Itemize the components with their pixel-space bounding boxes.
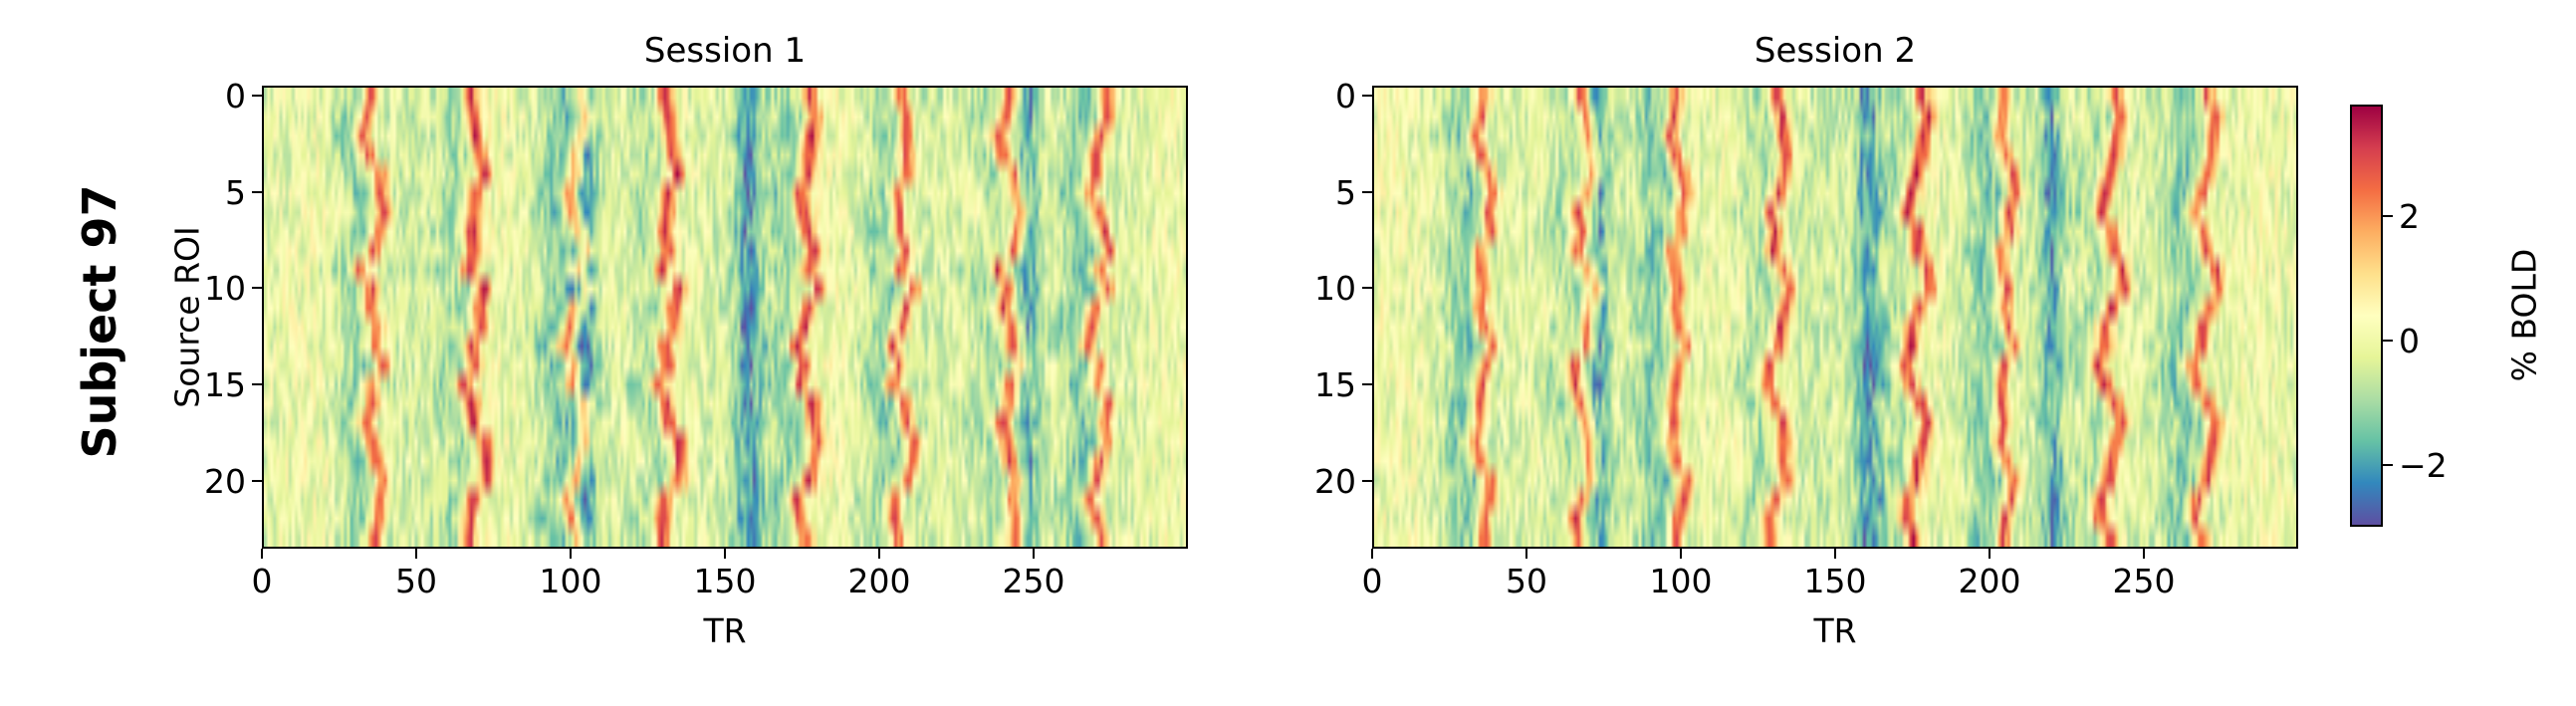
y-tick-label: 15: [1314, 365, 1356, 405]
y-tick: [1362, 287, 1372, 290]
x-tick: [1989, 549, 1991, 559]
x-tick-label: 50: [395, 562, 437, 600]
x-tick: [1371, 549, 1373, 559]
y-tick-label: 0: [1335, 76, 1356, 116]
colorbar-tick-label: 0: [2399, 321, 2420, 360]
y-tick: [252, 94, 262, 97]
colorbar-tick: [2383, 339, 2393, 342]
subject-label: Subject 97: [73, 184, 126, 459]
y-tick: [1362, 190, 1372, 193]
y-tick-label: 0: [225, 76, 246, 116]
y-tick: [1362, 383, 1372, 386]
x-axis-label: TR: [1813, 611, 1857, 650]
y-tick: [252, 287, 262, 290]
y-tick-label: 5: [1335, 172, 1356, 212]
x-tick: [415, 549, 417, 559]
colorbar-tick-label: −2: [2399, 445, 2448, 485]
y-axis-label: Source ROI: [167, 225, 207, 408]
y-tick-label: 10: [204, 269, 246, 309]
x-tick-label: 250: [2112, 562, 2176, 600]
x-tick-label: 100: [1649, 562, 1713, 600]
y-tick-label: 20: [204, 462, 246, 502]
y-tick-label: 20: [1314, 462, 1356, 502]
y-tick: [1362, 480, 1372, 483]
x-tick-label: 150: [693, 562, 757, 600]
x-tick-label: 150: [1803, 562, 1867, 600]
y-tick: [1362, 94, 1372, 97]
heatmap-panel-2: [1372, 86, 2298, 549]
panel-title: Session 2: [1754, 31, 1917, 71]
x-tick: [878, 549, 880, 559]
x-tick-label: 250: [1002, 562, 1065, 600]
y-tick-label: 5: [225, 172, 246, 212]
heatmap-image: [264, 88, 1186, 547]
y-tick-label: 15: [204, 365, 246, 405]
x-tick: [2143, 549, 2145, 559]
panel-title: Session 1: [643, 31, 807, 71]
x-tick-label: 0: [251, 562, 273, 600]
x-axis-label: TR: [703, 611, 747, 650]
x-tick: [1525, 549, 1527, 559]
x-tick: [724, 549, 726, 559]
colorbar-tick: [2383, 215, 2393, 218]
y-tick: [252, 480, 262, 483]
x-tick: [261, 549, 263, 559]
x-tick-label: 0: [1361, 562, 1383, 600]
x-tick: [570, 549, 572, 559]
colorbar-tick: [2383, 463, 2393, 466]
x-tick: [1834, 549, 1836, 559]
colorbar: [2350, 105, 2383, 527]
x-tick-label: 100: [539, 562, 602, 600]
x-tick: [1033, 549, 1035, 559]
heatmap-panel-1: [262, 86, 1188, 549]
x-tick-label: 50: [1506, 562, 1547, 600]
x-tick-label: 200: [847, 562, 911, 600]
x-tick: [1680, 549, 1682, 559]
x-tick-label: 200: [1958, 562, 2021, 600]
colorbar-label: % BOLD: [2504, 248, 2544, 382]
colorbar-tick-label: 2: [2399, 197, 2420, 237]
y-tick-label: 10: [1314, 269, 1356, 309]
y-tick: [252, 190, 262, 193]
y-tick: [252, 383, 262, 386]
heatmap-image: [1374, 88, 2296, 547]
